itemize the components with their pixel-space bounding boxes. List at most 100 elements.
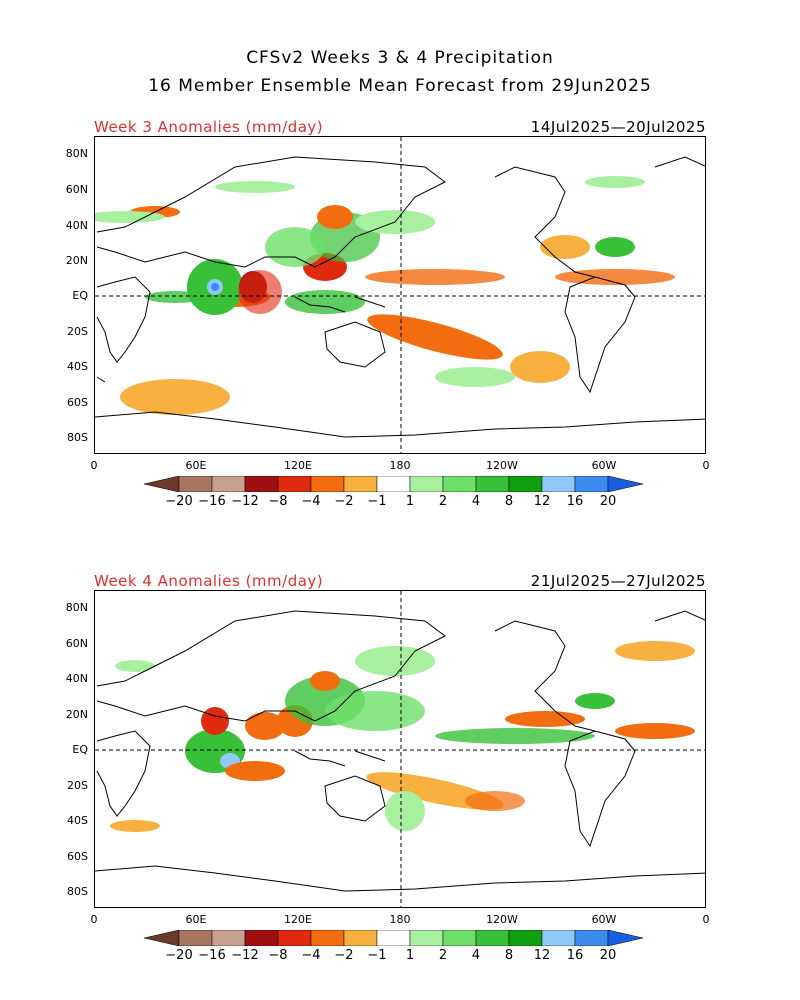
colorbar-cell [574,930,609,946]
colorbar-label: 1 [405,948,415,963]
colorbar-label: −16 [198,948,226,963]
week3-lat-60N: 60N [65,183,88,196]
colorbar-cell [376,476,411,492]
colorbar-cell [343,930,378,946]
week3-lat-20N: 20N [65,254,88,267]
colorbar-label: 4 [471,494,481,509]
colorbar-label: −20 [165,494,193,509]
week4-dates: 21Jul2025—27Jul2025 [530,572,706,590]
colorbar-label: −1 [367,494,387,509]
colorbar-label: −12 [231,948,259,963]
colorbar-label: 1 [405,494,415,509]
colorbar-arrow-left [144,930,180,946]
week4-lon-180: 180 [389,913,411,926]
colorbar-label: 20 [599,948,617,963]
colorbar-cell [343,476,378,492]
colorbar-cell [541,930,576,946]
week3-lon-120E: 120E [284,459,312,472]
colorbar-label: 2 [438,494,448,509]
week3-lat-20S: 20S [67,325,88,338]
colorbar-cell [376,930,411,946]
colorbar-cell [442,476,477,492]
colorbar-cell [178,930,213,946]
week4-lon-0: 0 [90,913,98,926]
colorbar-cell [574,476,609,492]
week3-lon-60E: 60E [185,459,207,472]
colorbar-label: 16 [566,494,584,509]
week4-lat-80N: 80N [65,601,88,614]
week3-lon-180: 180 [389,459,411,472]
colorbar-label: 4 [471,948,481,963]
week3-anomaly-shading [95,176,675,415]
week4-anomaly-shading [110,641,695,832]
week3-map [94,136,706,454]
colorbar-svg [144,930,643,946]
colorbar-label: 20 [599,494,617,509]
week3-dates: 14Jul2025—20Jul2025 [530,118,706,136]
colorbar-label: −16 [198,494,226,509]
colorbar-label: −8 [268,948,288,963]
colorbar-cell [178,476,213,492]
colorbar-label: 12 [533,948,551,963]
week4-lat-80S: 80S [67,885,88,898]
week3-lat-60S: 60S [67,396,88,409]
week3-map-svg [95,137,705,453]
week4-colorbar [144,930,658,946]
colorbar-cell [541,476,576,492]
week3-lon-120W: 120W [486,459,518,472]
title-line-1: CFSv2 Weeks 3 & 4 Precipitation [246,48,554,68]
colorbar-label: −2 [334,948,354,963]
colorbar-cell [475,930,510,946]
week4-map [94,590,706,908]
week4-lon-120E: 120E [284,913,312,926]
colorbar-cell [244,476,279,492]
week3-lon-0-right: 0 [702,459,710,472]
colorbar-arrow-left [144,476,180,492]
colorbar-label: 12 [533,494,551,509]
colorbar-label: 8 [504,494,514,509]
week3-lat-80N: 80N [65,147,88,160]
colorbar-label: −12 [231,494,259,509]
colorbar-label: 2 [438,948,448,963]
colorbar-cell [277,930,312,946]
week3-colorbar [144,476,658,492]
week4-lat-40N: 40N [65,672,88,685]
week3-coastlines [95,156,705,438]
week4-lon-120W: 120W [486,913,518,926]
colorbar-cell [277,476,312,492]
colorbar-cell [409,930,444,946]
week4-label: Week 4 Anomalies (mm/day) [94,572,324,590]
week3-label: Week 3 Anomalies (mm/day) [94,118,324,136]
week3-lat-80S: 80S [67,431,88,444]
week3-lon-0: 0 [90,459,98,472]
week4-lat-EQ: EQ [72,743,88,756]
colorbar-label: −4 [301,948,321,963]
week4-lat-20S: 20S [67,779,88,792]
colorbar-label: −1 [367,948,387,963]
colorbar-cell [442,930,477,946]
colorbar-cell [508,930,543,946]
colorbar-label: −20 [165,948,193,963]
week4-lat-40S: 40S [67,814,88,827]
colorbar-cell [475,476,510,492]
week3-lat-40N: 40N [65,219,88,232]
colorbar-label: −2 [334,494,354,509]
colorbar-cell [244,930,279,946]
week3-lon-60W: 60W [591,459,617,472]
colorbar-label: −4 [301,494,321,509]
colorbar-label: 8 [504,948,514,963]
colorbar-arrow-right [607,476,643,492]
colorbar-arrow-right [607,930,643,946]
week3-lat-40S: 40S [67,360,88,373]
colorbar-svg [144,476,643,492]
colorbar-cell [310,930,345,946]
colorbar-label: −8 [268,494,288,509]
colorbar-cell [409,476,444,492]
week3-lat-EQ: EQ [72,289,88,302]
colorbar-cell [310,476,345,492]
week4-lon-60E: 60E [185,913,207,926]
week4-lat-20N: 20N [65,708,88,721]
title-line-2: 16 Member Ensemble Mean Forecast from 29… [148,76,652,96]
colorbar-cell [211,930,246,946]
colorbar-cell [211,476,246,492]
